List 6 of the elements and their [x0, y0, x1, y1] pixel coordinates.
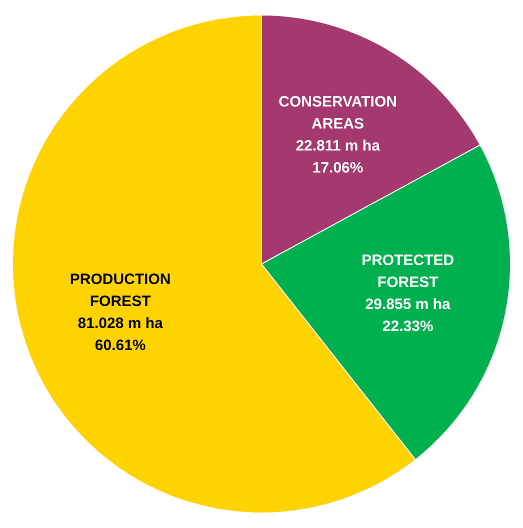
- data-label: 22.811 m ha 17.06%: [296, 138, 381, 177]
- slice-label: PROTECTED FOREST: [362, 252, 454, 292]
- data-label: 81.028 m ha 60.61%: [78, 315, 164, 354]
- slice-label: PRODUCTION FOREST: [70, 271, 171, 310]
- data-label: 29.855 m ha 22.33%: [365, 296, 452, 336]
- slice-label: CONSERVATION AREAS: [278, 94, 397, 133]
